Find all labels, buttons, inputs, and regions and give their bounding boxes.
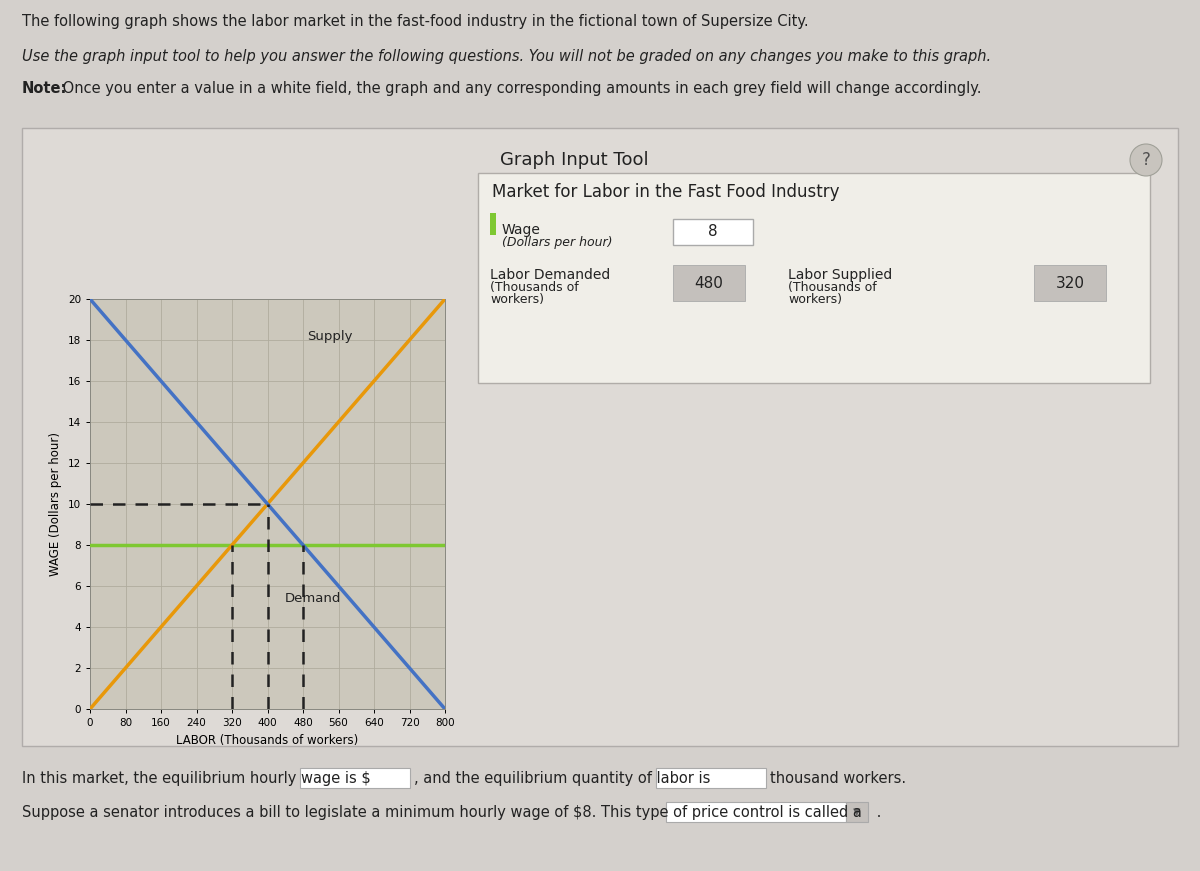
- Text: Use the graph input tool to help you answer the following questions. You will no: Use the graph input tool to help you ans…: [22, 49, 991, 64]
- Text: Graph Input Tool: Graph Input Tool: [500, 151, 649, 169]
- Text: Market for Labor in the Fast Food Industry: Market for Labor in the Fast Food Indust…: [492, 183, 840, 201]
- Bar: [656, 768, 766, 788]
- Text: workers): workers): [490, 293, 544, 306]
- Bar: [478, 173, 1150, 383]
- Text: Suppose a senator introduces a bill to legislate a minimum hourly wage of $8. Th: Suppose a senator introduces a bill to l…: [22, 805, 862, 820]
- Bar: [1034, 265, 1106, 301]
- Text: (Thousands of: (Thousands of: [490, 281, 578, 294]
- Text: Demand: Demand: [286, 592, 342, 605]
- Text: Note:: Note:: [22, 81, 67, 96]
- Bar: [22, 128, 1178, 746]
- Text: The following graph shows the labor market in the fast-food industry in the fict: The following graph shows the labor mark…: [22, 14, 809, 29]
- Y-axis label: WAGE (Dollars per hour): WAGE (Dollars per hour): [49, 432, 62, 576]
- Text: Once you enter a value in a white field, the graph and any corresponding amounts: Once you enter a value in a white field,…: [58, 81, 982, 96]
- Text: (Dollars per hour): (Dollars per hour): [502, 236, 612, 249]
- Text: Supply: Supply: [307, 330, 353, 343]
- Text: 480: 480: [695, 275, 724, 291]
- Bar: [673, 265, 745, 301]
- Circle shape: [1130, 144, 1162, 176]
- Text: .: .: [872, 805, 881, 820]
- Text: 8: 8: [708, 225, 718, 240]
- Text: Wage: Wage: [502, 223, 541, 237]
- Bar: [673, 219, 754, 245]
- Bar: [666, 802, 846, 822]
- Text: 320: 320: [1056, 275, 1085, 291]
- Text: (Thousands of: (Thousands of: [788, 281, 877, 294]
- Text: ▼: ▼: [853, 807, 860, 817]
- Text: In this market, the equilibrium hourly wage is $: In this market, the equilibrium hourly w…: [22, 771, 371, 786]
- X-axis label: LABOR (Thousands of workers): LABOR (Thousands of workers): [176, 733, 359, 746]
- Text: workers): workers): [788, 293, 842, 306]
- Text: ?: ?: [1141, 151, 1151, 169]
- Text: thousand workers.: thousand workers.: [770, 771, 906, 786]
- Text: Labor Supplied: Labor Supplied: [788, 268, 893, 282]
- Bar: [490, 213, 496, 235]
- Text: Labor Demanded: Labor Demanded: [490, 268, 611, 282]
- Text: , and the equilibrium quantity of labor is: , and the equilibrium quantity of labor …: [414, 771, 710, 786]
- Bar: [846, 802, 868, 822]
- Bar: [300, 768, 410, 788]
